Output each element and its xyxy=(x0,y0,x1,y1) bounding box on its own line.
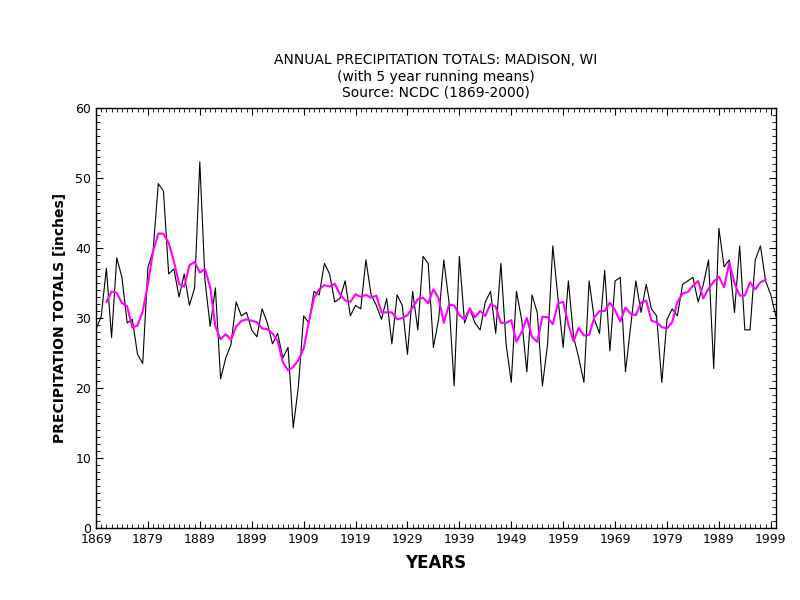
Y-axis label: PRECIPITATION TOTALS [inches]: PRECIPITATION TOTALS [inches] xyxy=(53,193,67,443)
X-axis label: YEARS: YEARS xyxy=(406,554,466,572)
Title: ANNUAL PRECIPITATION TOTALS: MADISON, WI
(with 5 year running means)
Source: NCD: ANNUAL PRECIPITATION TOTALS: MADISON, WI… xyxy=(274,53,598,100)
